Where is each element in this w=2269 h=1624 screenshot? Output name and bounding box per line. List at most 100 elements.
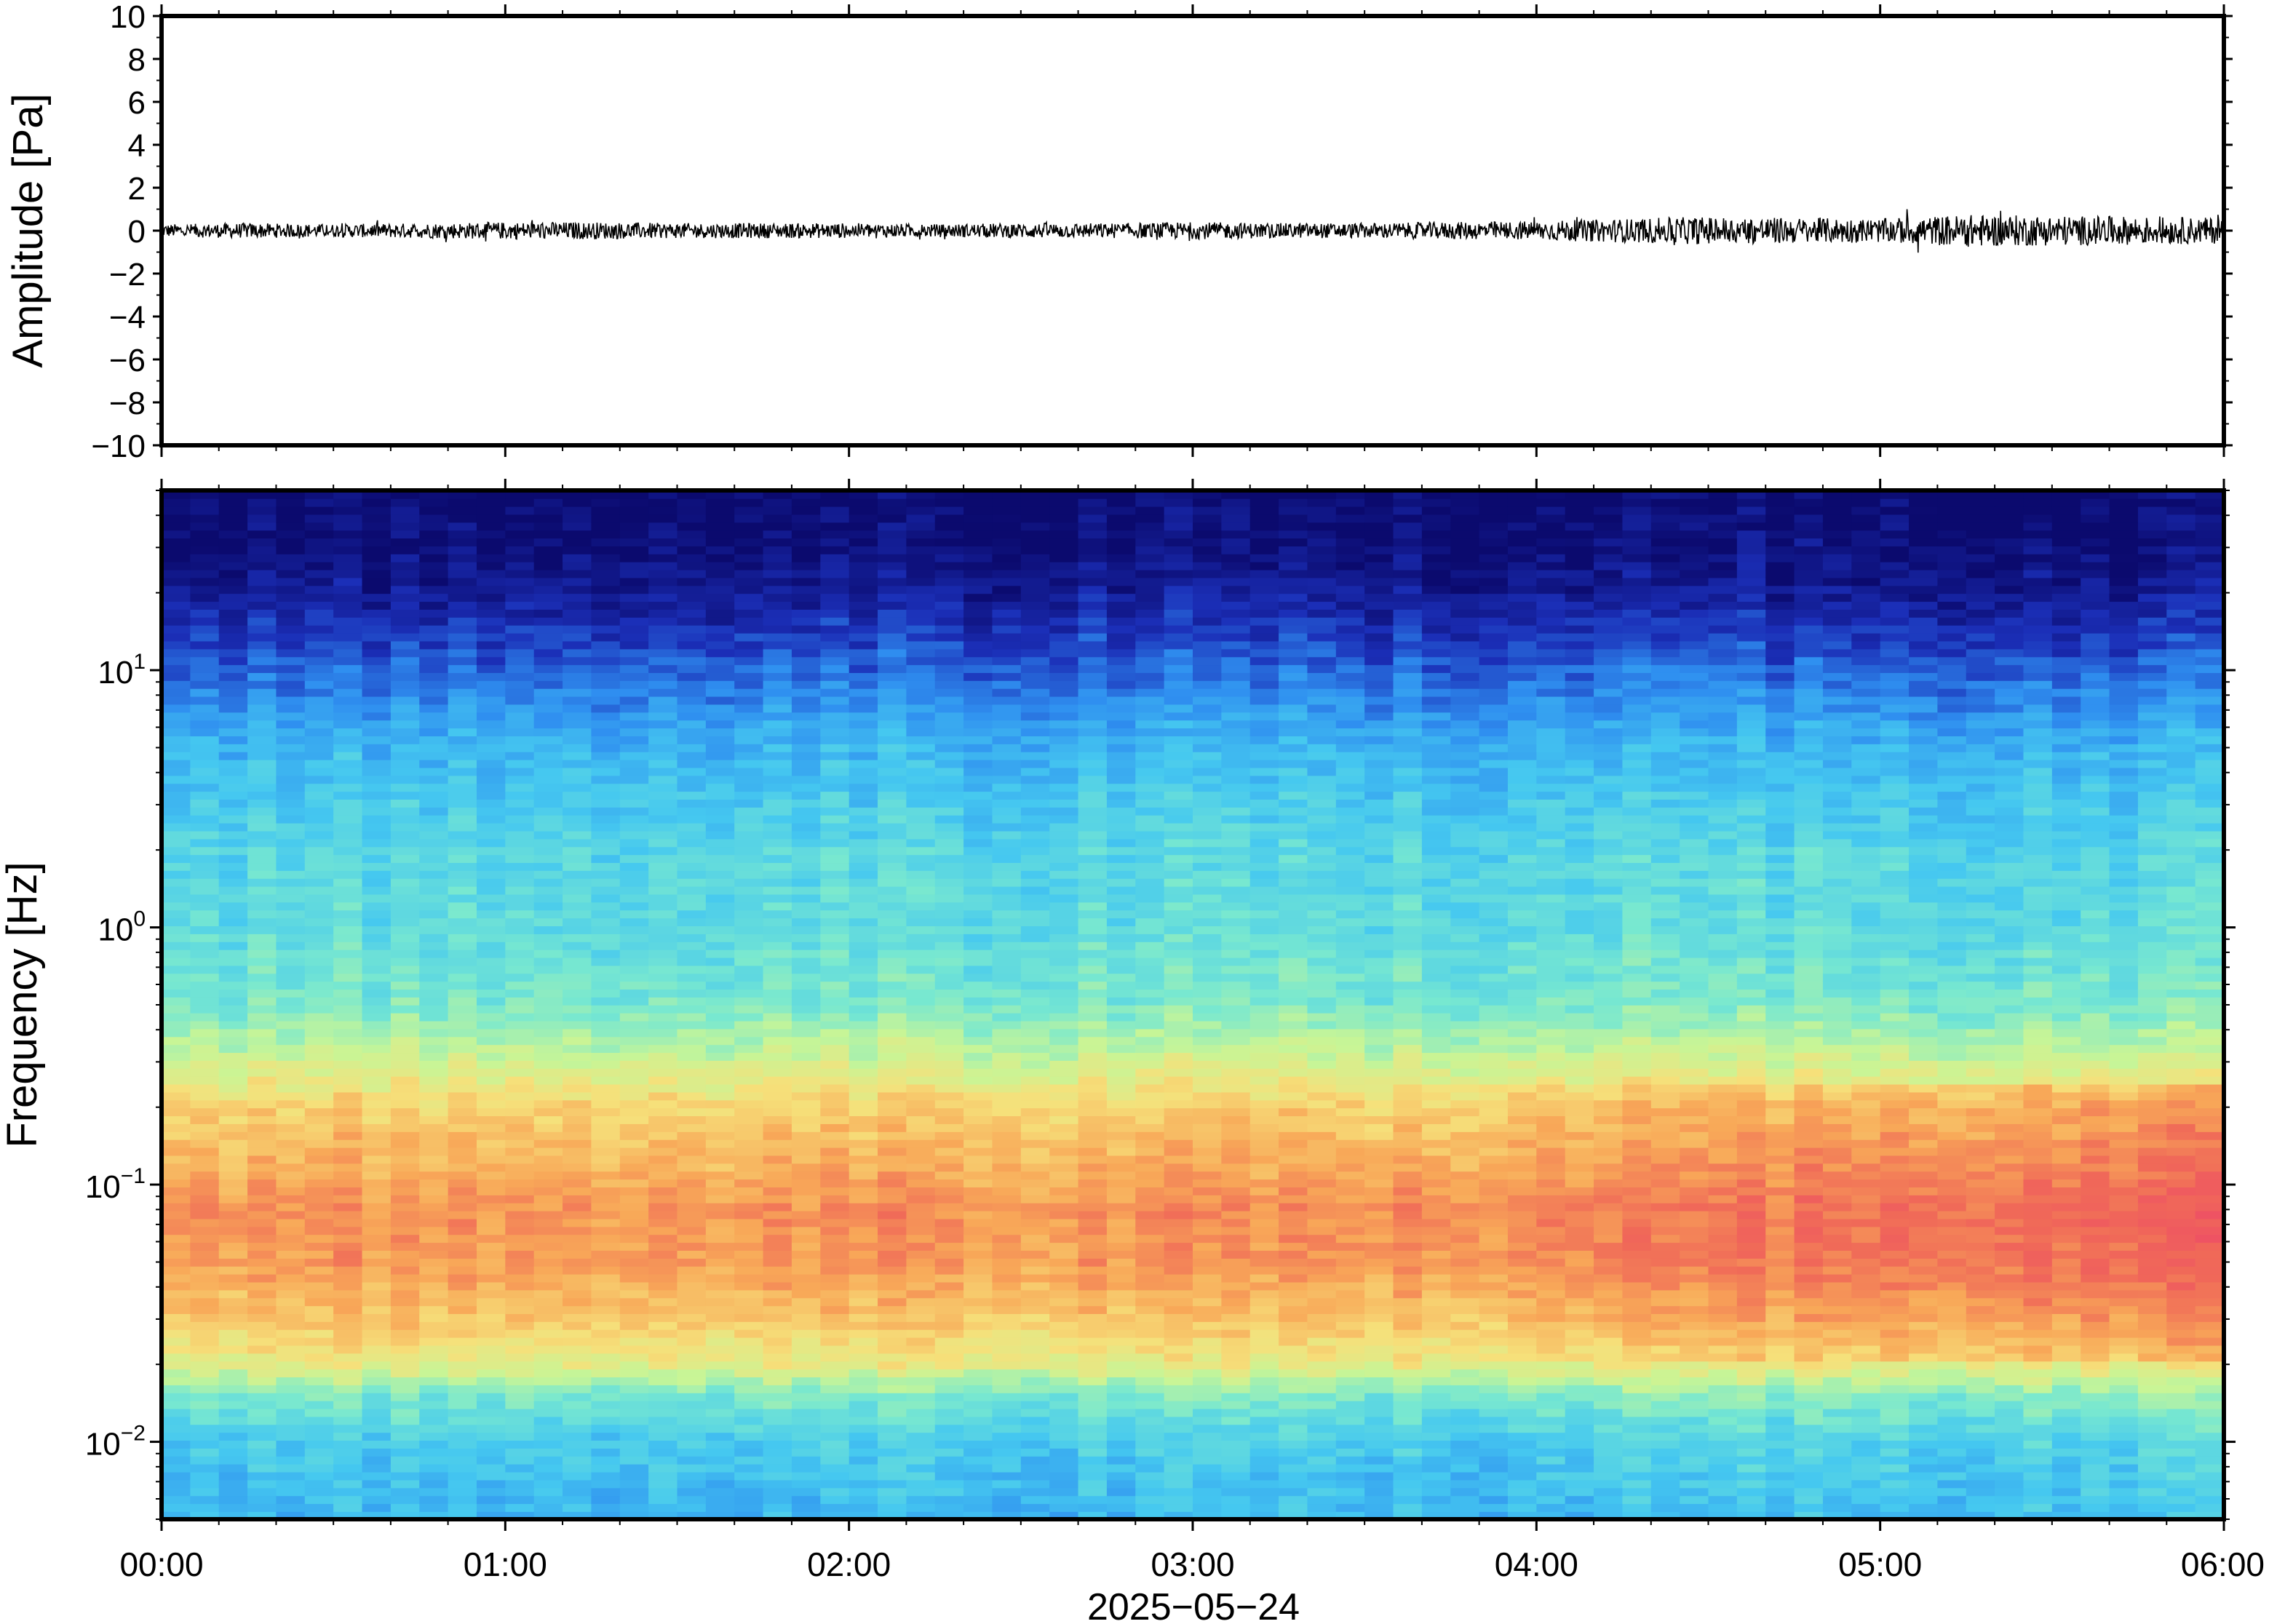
spectrogram-cell (533, 941, 563, 950)
spectrogram-cell (934, 901, 964, 911)
spectrogram-cell (563, 1479, 592, 1489)
spectrogram-cell (304, 546, 334, 554)
spectrogram-cell (648, 854, 678, 864)
spectrogram-cell (820, 546, 850, 554)
spectrogram-cell (304, 854, 334, 864)
spectrogram-cell (878, 1099, 907, 1109)
spectrogram-cell (1106, 585, 1137, 594)
spectrogram-cell (419, 1115, 449, 1124)
spectrogram-cell (878, 1115, 907, 1124)
spectrogram-cell (1020, 1234, 1050, 1243)
spectrogram-cell (591, 1289, 621, 1299)
spectrogram-cell (1106, 1432, 1137, 1441)
spectrogram-cell (791, 1416, 822, 1425)
spectrogram-cell (619, 640, 649, 650)
spectrogram-cell (591, 909, 621, 919)
spectrogram-cell (1049, 965, 1079, 974)
spectrogram-cell (791, 1392, 822, 1401)
spectrogram-cell (1078, 1503, 1108, 1512)
spectrogram-cell (448, 1091, 477, 1101)
spectrogram-cell (992, 1075, 1022, 1085)
spectrogram-cell (878, 1440, 907, 1449)
spectrogram-cell (791, 1353, 822, 1362)
spectrogram-cell (619, 1361, 649, 1370)
spectrogram-cell (763, 1171, 792, 1180)
spectrogram-cell (476, 1147, 506, 1156)
spectrogram-cell (1164, 609, 1193, 618)
spectrogram-cell (1135, 1400, 1165, 1409)
spectrogram-cell (419, 934, 449, 942)
spectrogram-cell (190, 1005, 220, 1014)
spectrogram-cell (1049, 1044, 1079, 1054)
spectrogram-cell (1106, 1131, 1137, 1140)
spectrogram-cell (476, 712, 506, 721)
spectrogram-cell (677, 1012, 707, 1022)
spectrogram-cell (162, 1297, 191, 1307)
spectrogram-cell (820, 1052, 850, 1061)
spectrogram-cell (276, 1408, 306, 1417)
spectrogram-cell (563, 1487, 592, 1497)
spectrogram-cell (1164, 1060, 1193, 1069)
spectrogram-cell (333, 1036, 363, 1046)
spectrogram-cell (276, 1313, 306, 1322)
spectrogram-cell (1106, 926, 1137, 934)
spectrogram-cell (190, 893, 220, 903)
spectrogram-cell (648, 1305, 678, 1314)
spectrogram-cell (677, 561, 707, 570)
spectrogram-cell (591, 1020, 621, 1030)
spectrogram-cell (333, 1115, 363, 1124)
spectrogram-cell (533, 1012, 563, 1022)
spectrogram-cell (419, 830, 449, 840)
spectrogram-cell (419, 1091, 449, 1101)
spectrogram-cell (677, 854, 707, 864)
spectrogram-cell (362, 965, 392, 974)
spectrogram-cell (906, 1218, 936, 1227)
spectrogram-cell (1221, 1448, 1251, 1457)
spectrogram-cell (1049, 640, 1079, 650)
spectrogram-cell (304, 712, 334, 721)
spectrogram-cell (190, 1281, 220, 1291)
spectrogram-cell (448, 1187, 477, 1195)
spectrogram-cell (934, 989, 964, 998)
spectrogram-cell (878, 530, 907, 539)
spectrogram-cell (247, 1052, 277, 1061)
spectrogram-cell (276, 1265, 306, 1275)
spectrogram-cell (476, 561, 506, 570)
spectrogram-cell (1164, 1495, 1193, 1505)
spectrogram-cell (878, 1353, 907, 1362)
spectrogram-cell (677, 877, 707, 887)
spectrogram-cell (247, 965, 277, 974)
spectrogram-cell (705, 1044, 736, 1054)
spectrogram-cell (247, 498, 277, 507)
spectrogram-cell (591, 1265, 621, 1275)
spectrogram-cell (1078, 498, 1108, 507)
spectrogram-cell (1078, 577, 1108, 586)
spectrogram-cell (419, 593, 449, 602)
spectrogram-cell (677, 1028, 707, 1038)
spectrogram-cell (419, 862, 449, 871)
spectrogram-cell (362, 1424, 392, 1433)
spectrogram-cell (591, 656, 621, 666)
spectrogram-cell (419, 744, 449, 752)
spectrogram-cell (563, 1392, 592, 1401)
spectrogram-cell (619, 1440, 649, 1449)
spectrogram-cell (533, 656, 563, 666)
spectrogram-cell (563, 1385, 592, 1393)
spectrogram-cell (992, 1361, 1022, 1370)
spectrogram-cell (533, 664, 563, 673)
spectrogram-cell (763, 688, 792, 697)
spectrogram-cell (1135, 973, 1165, 982)
spectrogram-cell (448, 1005, 477, 1014)
spectrogram-cell (1135, 1471, 1165, 1481)
spectrogram-cell (963, 775, 993, 784)
spectrogram-cell (276, 1163, 306, 1172)
spectrogram-cell (162, 965, 191, 974)
spectrogram-cell (333, 632, 363, 642)
spectrogram-cell (705, 870, 736, 879)
spectrogram-cell (419, 664, 449, 673)
spectrogram-cell (448, 546, 477, 554)
spectrogram-cell (1020, 546, 1050, 554)
spectrogram-cell (906, 688, 936, 697)
spectrogram-cell (276, 1345, 306, 1354)
spectrogram-cell (906, 1115, 936, 1124)
